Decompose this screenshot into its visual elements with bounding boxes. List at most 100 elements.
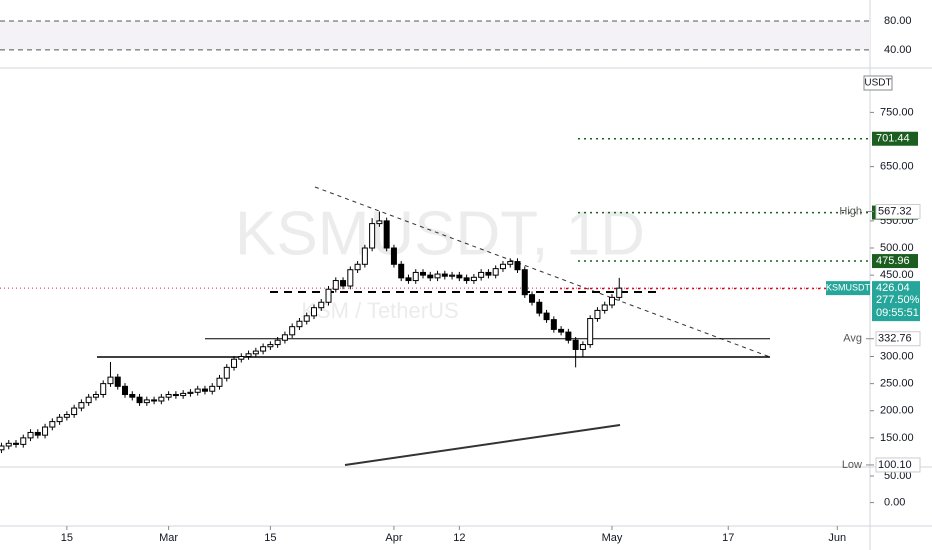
rsi-band [0, 20, 870, 50]
candle-body [5, 442, 12, 447]
x-tick-label: 15 [61, 532, 73, 544]
candle-body [245, 353, 252, 358]
volume-trendline [344, 424, 621, 466]
last-value: 426.04 [876, 282, 910, 294]
candle-body [558, 328, 565, 333]
level-box [872, 131, 918, 146]
stat-box [875, 203, 921, 219]
candle-body [107, 376, 114, 385]
candle-body [78, 402, 85, 409]
candle-body [274, 339, 281, 346]
candle-body [231, 358, 238, 368]
candle-body [20, 437, 27, 445]
currency-box [863, 75, 893, 91]
x-tick-label: 17 [722, 532, 734, 544]
candle-body [0, 445, 5, 451]
candle-body [12, 442, 19, 445]
candle-body [114, 376, 121, 387]
candle-body [216, 377, 223, 387]
y-tick-label: 200.00 [880, 405, 914, 417]
candle-body [318, 301, 325, 309]
candle-body [463, 277, 470, 282]
x-tick-label: 15 [264, 532, 276, 544]
y-tick-label: 500.00 [880, 242, 914, 254]
stat-value: 100.10 [878, 459, 912, 471]
candle-body [608, 296, 615, 306]
candle-body [594, 309, 601, 320]
candle-body [238, 356, 245, 360]
level-label: 701.44 [876, 133, 910, 145]
candle-body [325, 288, 332, 303]
candle-body [412, 271, 419, 282]
y-tick-label: 300.00 [880, 350, 914, 362]
stat-value: 567.32 [878, 205, 912, 217]
candle-body [158, 396, 165, 402]
level-label: 475.96 [876, 255, 910, 267]
x-tick-label: Mar [159, 532, 178, 544]
candle-body [361, 247, 368, 265]
candle-body [201, 388, 208, 392]
candle-body [565, 331, 572, 341]
candle-body [478, 271, 485, 278]
candle-body [122, 385, 129, 395]
candle-body [180, 392, 187, 397]
symbol: KSMUSDT [826, 283, 871, 293]
candle-body [34, 431, 41, 436]
candle-body [136, 396, 143, 404]
candle-body [420, 271, 427, 276]
candle-body [616, 287, 623, 298]
y-tick-label: 450.00 [880, 269, 914, 281]
rsi-tick-label: 40.00 [884, 44, 912, 56]
candle-body [601, 304, 608, 311]
candle-body [100, 383, 107, 395]
candle-body [369, 223, 376, 249]
candle-body [340, 280, 347, 287]
candle-body [63, 414, 70, 418]
candle-body [354, 263, 361, 271]
candle-body [267, 344, 274, 348]
candle-body [456, 274, 463, 279]
candle-body [310, 307, 317, 317]
x-tick-label: 12 [453, 532, 465, 544]
candle-body [42, 426, 49, 436]
candle-body [441, 273, 448, 277]
candle-body [260, 346, 267, 352]
candle-body [303, 315, 310, 322]
candle-body [550, 319, 557, 330]
stat-box [875, 331, 921, 347]
candle-body [405, 277, 412, 282]
candle-body [347, 269, 354, 287]
candle-body [27, 431, 34, 439]
candle-body [194, 388, 201, 393]
countdown: 09:55:51 [876, 307, 919, 319]
candle-body [529, 294, 536, 303]
last-change: 277.50% [876, 294, 920, 306]
last-box [872, 281, 920, 322]
currency: USDT [864, 78, 891, 89]
candle-body [572, 339, 579, 350]
candle-body [543, 312, 550, 321]
stat-name: High [839, 205, 862, 217]
candle-body [172, 393, 179, 397]
candle-body [252, 350, 259, 355]
stat-box [875, 457, 921, 473]
rsi-tick-label: 80.00 [884, 15, 912, 27]
candle-body [281, 334, 288, 341]
candle-body [536, 301, 543, 314]
x-tick-label: Apr [385, 532, 402, 544]
candle-body [514, 261, 521, 271]
candle-body [296, 320, 303, 328]
candle-body [521, 269, 528, 296]
candle-body [383, 220, 390, 249]
candle-body [143, 399, 150, 404]
candle-body [587, 318, 594, 346]
candle-body [398, 263, 405, 279]
trendline [314, 186, 771, 358]
stat-value: 332.76 [878, 333, 912, 345]
y-tick-label: 750.00 [880, 106, 914, 118]
candle-body [485, 271, 492, 276]
candle-body [92, 393, 99, 398]
candle-body [85, 396, 92, 404]
candle-body [434, 273, 441, 279]
level-box [872, 254, 918, 269]
